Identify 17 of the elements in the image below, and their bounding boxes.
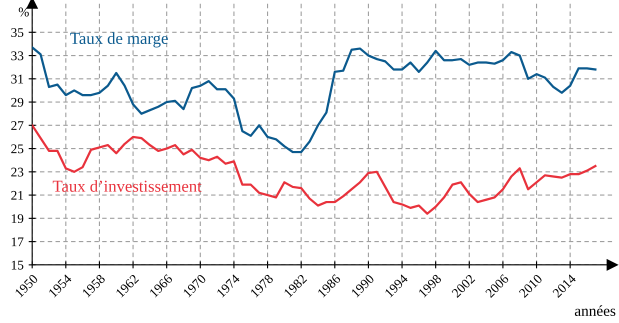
x-axis-title: années xyxy=(574,305,616,316)
y-tick-label: 31 xyxy=(11,74,24,84)
line-series xyxy=(32,124,596,215)
y-tick-label: 29 xyxy=(11,98,24,107)
y-axis-title: % xyxy=(18,8,29,16)
y-tick-label: 25 xyxy=(11,144,24,154)
series-label: Taux de marge xyxy=(70,32,168,48)
y-tick-label: 19 xyxy=(12,214,24,224)
y-tick-label: 17 xyxy=(12,237,24,246)
y-tick-label: 27 xyxy=(11,121,24,130)
y-tick-label: 23 xyxy=(11,168,24,177)
y-tick-label: 21 xyxy=(11,190,24,200)
series-label: Taux d’investissement xyxy=(52,180,202,192)
y-tick-label: 15 xyxy=(12,260,24,270)
line-series xyxy=(32,46,596,154)
y-tick-label: 35 xyxy=(11,28,24,38)
y-tick-label: 33 xyxy=(11,51,24,60)
